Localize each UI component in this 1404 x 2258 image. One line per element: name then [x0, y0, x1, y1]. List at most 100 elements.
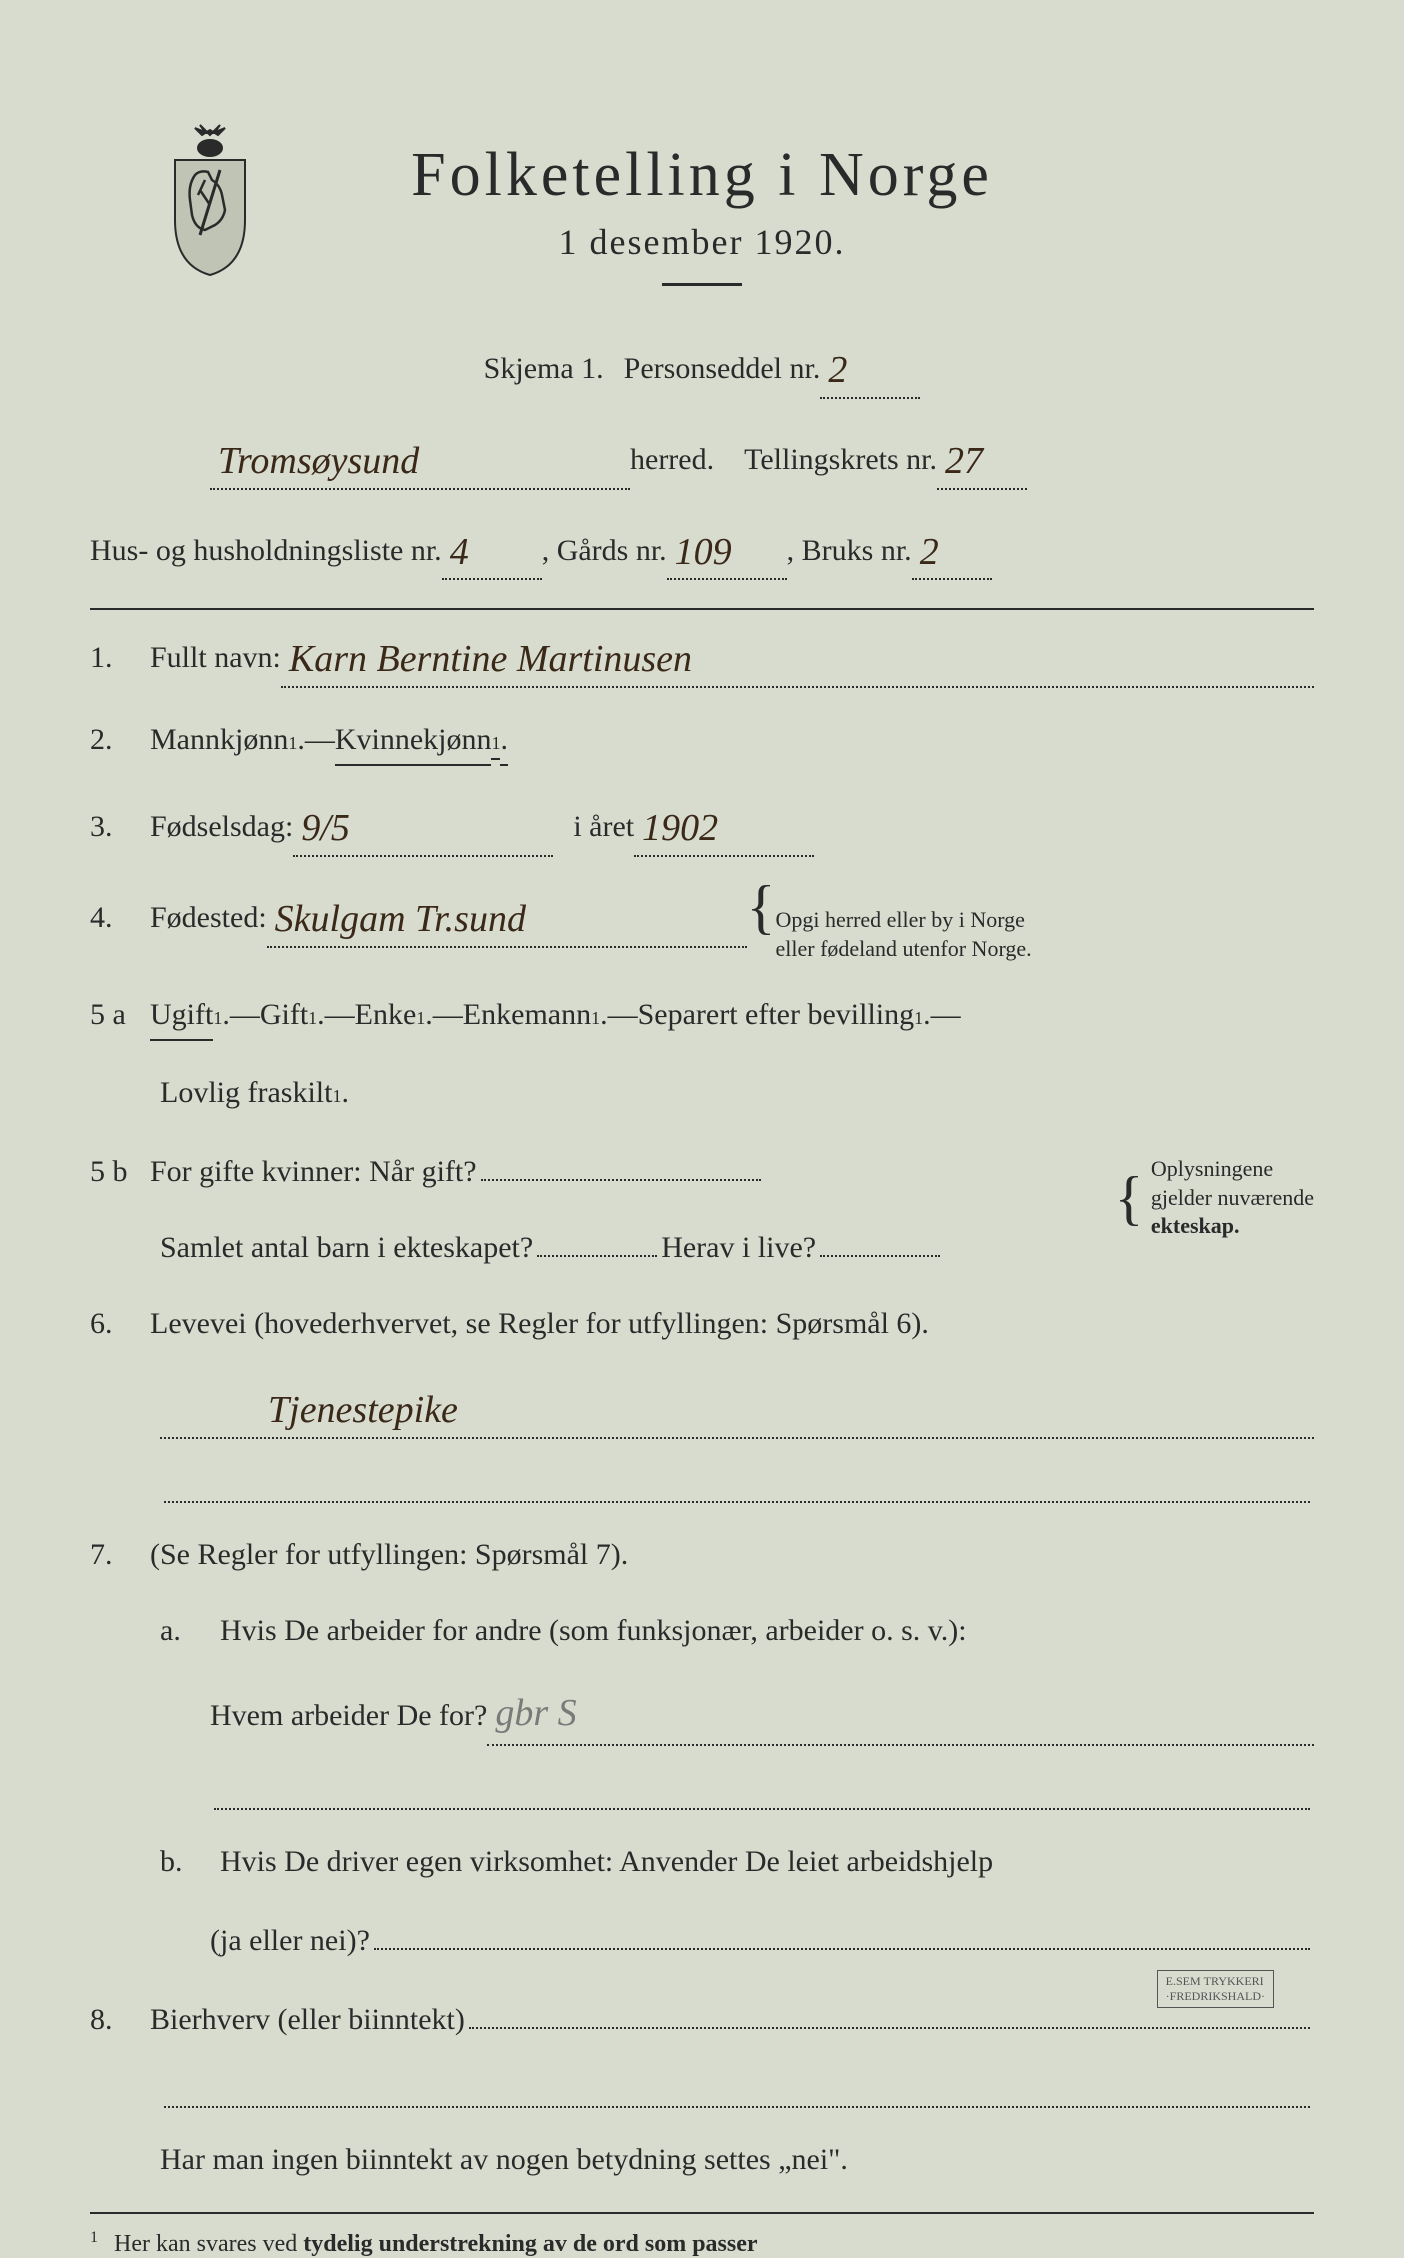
- q8-blank: [90, 2072, 1314, 2108]
- schema-line: Skjema 1. Personseddel nr. 2: [90, 336, 1314, 399]
- q7-num: 7.: [90, 1531, 150, 1579]
- q2-dash: —: [305, 716, 335, 764]
- form-title: Folketelling i Norge: [90, 140, 1314, 211]
- q7a-line1: a. Hvis De arbeider for andre (som funks…: [90, 1607, 1314, 1655]
- gards-nr-value: 109: [675, 531, 732, 573]
- q3-year-label: i året: [573, 803, 634, 851]
- q2-sup1: 1: [288, 729, 297, 758]
- tellingskrets-label: Tellingskrets nr.: [744, 436, 937, 484]
- personseddel-label: Personseddel nr.: [624, 345, 821, 393]
- q2-line: 2. Mannkjønn1. — Kvinnekjønn1.: [90, 716, 1314, 766]
- q5a-fraskilt: Lovlig fraskilt: [160, 1069, 332, 1117]
- schema-label: Skjema 1.: [484, 345, 604, 393]
- personseddel-nr-value: 2: [828, 349, 847, 391]
- census-form: Folketelling i Norge 1 desember 1920. Sk…: [90, 140, 1314, 2068]
- bruks-nr-value: 2: [920, 531, 939, 573]
- bruks-nr-field: 2: [912, 518, 992, 581]
- q5a-ugift: Ugift: [150, 991, 213, 1041]
- q6-blank-field: [164, 1467, 1310, 1503]
- footnote-line: 1 Her kan svares ved tydelig understrekn…: [90, 2229, 1314, 2258]
- gards-nr-field: 109: [667, 518, 787, 581]
- q7b-field: [374, 1914, 1310, 1950]
- q2-kvinne: Kvinnekjønn: [335, 716, 492, 766]
- q2-mann: Mannkjønn: [150, 716, 288, 764]
- personseddel-nr-field: 2: [820, 336, 920, 399]
- q3-day-field: 9/5: [293, 794, 553, 857]
- bruks-label: , Bruks nr.: [787, 527, 912, 575]
- q8-blank-field: [164, 2072, 1310, 2108]
- q6-blank-line: [90, 1467, 1314, 1503]
- q7a-blank-field: [214, 1774, 1310, 1810]
- q3-year-value: 1902: [642, 807, 718, 849]
- herred-value: Tromsøysund: [218, 440, 419, 482]
- q4-label: Fødested:: [150, 894, 267, 942]
- q7b-label1: Hvis De driver egen virksomhet: Anvender…: [220, 1838, 993, 1886]
- q8-num: 8.: [90, 1996, 150, 2044]
- q4-line: 4. Fødested: Skulgam Tr.sund { Opgi herr…: [90, 885, 1314, 963]
- q5a-line: 5 a Ugift1. — Gift1. — Enke1. — Enkemann…: [90, 991, 1314, 1041]
- q1-label: Fullt navn:: [150, 634, 281, 682]
- q5b-gift-label: For gifte kvinner: Når gift?: [150, 1148, 477, 1196]
- footnote-divider: [90, 2212, 1314, 2214]
- footnote-sup: 1: [90, 2229, 98, 2246]
- coat-of-arms-icon: [150, 120, 270, 280]
- q7b-line1: b. Hvis De driver egen virksomhet: Anven…: [90, 1838, 1314, 1886]
- hus-nr-value: 4: [450, 531, 469, 573]
- form-date: 1 desember 1920.: [90, 221, 1314, 263]
- q2-num: 2.: [90, 716, 150, 764]
- q5b-note2: gjelder nuværende: [1151, 1185, 1314, 1210]
- q2-period2: .: [500, 716, 508, 766]
- q1-field: Karn Berntine Martinusen: [281, 625, 1314, 688]
- q5b-line1: 5 b For gifte kvinner: Når gift? { Oplys…: [90, 1145, 1314, 1196]
- q5a-num: 5 a: [90, 991, 150, 1039]
- q6-line: 6. Levevei (hovederhvervet, se Regler fo…: [90, 1300, 1314, 1348]
- q5b-note1: Oplysningene: [1151, 1156, 1273, 1181]
- q4-value: Skulgam Tr.sund: [275, 898, 526, 940]
- q7a-num: a.: [160, 1607, 220, 1655]
- q2-period1: .: [297, 716, 305, 764]
- q5b-live-label: Herav i live?: [661, 1224, 816, 1272]
- tellingskrets-field: 27: [937, 427, 1027, 490]
- q5a-enke: Enke: [355, 991, 417, 1039]
- bottom-note-line: Har man ingen biinntekt av nogen betydni…: [90, 2136, 1314, 2184]
- q1-line: 1. Fullt navn: Karn Berntine Martinusen: [90, 625, 1314, 688]
- q5a-separert: Separert efter bevilling: [638, 991, 915, 1039]
- q7a-label2: Hvem arbeider De for?: [210, 1692, 487, 1740]
- q4-note-line1: Opgi herred eller by i Norge: [775, 907, 1024, 932]
- herred-field: Tromsøysund: [210, 427, 630, 490]
- footnote-pre: Her kan svares ved: [114, 2231, 303, 2257]
- q6-field: Tjenestepike: [160, 1376, 1314, 1439]
- q3-line: 3. Fødselsdag: 9/5 i året 1902: [90, 794, 1314, 857]
- q6-label: Levevei (hovederhvervet, se Regler for u…: [150, 1300, 929, 1348]
- q5a-gift: Gift: [260, 991, 308, 1039]
- q7b-num: b.: [160, 1838, 220, 1886]
- section-divider: [90, 608, 1314, 610]
- q7a-line2: Hvem arbeider De for? gbr S: [90, 1683, 1314, 1746]
- q5b-bracket: {: [1115, 1165, 1144, 1231]
- title-divider: [662, 283, 742, 286]
- q3-day-value: 9/5: [301, 807, 350, 849]
- q5b-barn-field: [537, 1255, 657, 1257]
- q6-num: 6.: [90, 1300, 150, 1348]
- hus-nr-field: 4: [442, 518, 542, 581]
- q7a-label1: Hvis De arbeider for andre (som funksjon…: [220, 1607, 967, 1655]
- tellingskrets-value: 27: [945, 440, 983, 482]
- q1-num: 1.: [90, 634, 150, 682]
- q7a-blank: [90, 1774, 1314, 1810]
- q5b-num: 5 b: [90, 1148, 150, 1196]
- q5a-enkemann: Enkemann: [463, 991, 591, 1039]
- q4-num: 4.: [90, 894, 150, 942]
- hus-line: Hus- og husholdningsliste nr. 4 , Gårds …: [90, 518, 1314, 581]
- q5b-live-field: [820, 1255, 940, 1257]
- gards-label: , Gårds nr.: [542, 527, 667, 575]
- herred-label: herred.: [630, 436, 714, 484]
- q5b-gift-field: [481, 1145, 761, 1181]
- bottom-note: Har man ingen biinntekt av nogen betydni…: [160, 2136, 848, 2184]
- q5b-note3: ekteskap.: [1151, 1213, 1240, 1238]
- form-header: Folketelling i Norge 1 desember 1920.: [90, 140, 1314, 286]
- q5a-line2: Lovlig fraskilt1.: [90, 1069, 1314, 1117]
- q7b-line2: (ja eller nei)?: [90, 1914, 1314, 1965]
- q8-label: Bierhverv (eller biinntekt): [150, 1996, 465, 2044]
- q4-field: Skulgam Tr.sund: [267, 885, 747, 948]
- q1-value: Karn Berntine Martinusen: [289, 638, 692, 680]
